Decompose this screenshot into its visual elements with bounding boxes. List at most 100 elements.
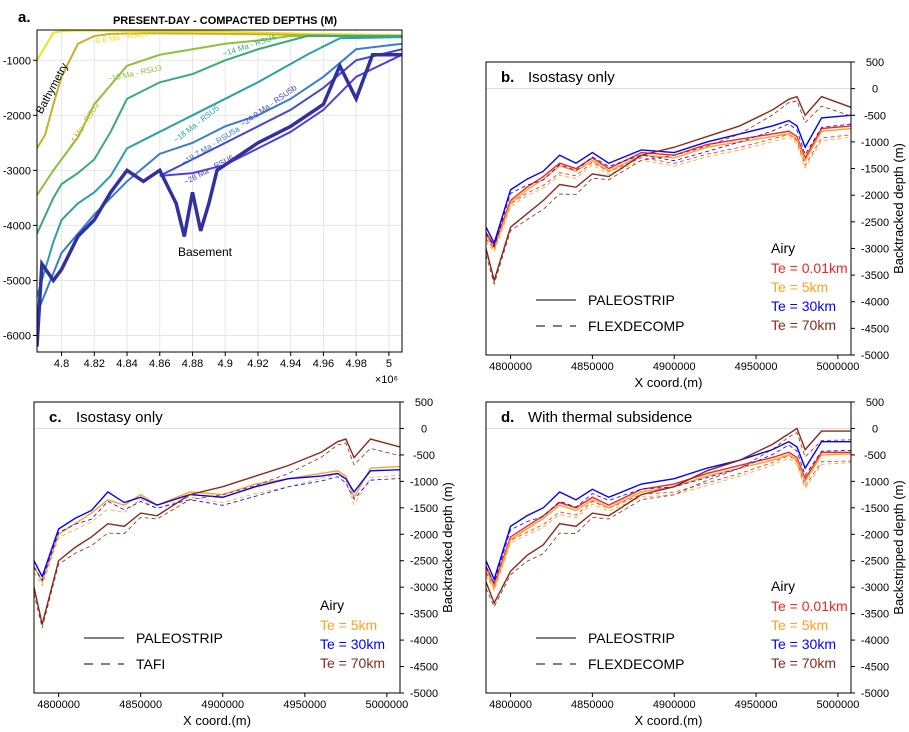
legend-entry: Te = 30km [320, 636, 385, 652]
legend-header: Airy [771, 578, 795, 594]
x-axis-label: X coord.(m) [635, 375, 703, 390]
legend-entry: Te = 5km [320, 617, 377, 633]
legend-method-label: PALEOSTRIP [136, 630, 223, 646]
panel-letter: d. [501, 409, 514, 426]
y-tick-label: -500 [413, 450, 435, 462]
legend-entry: Te = 0.01km [771, 598, 848, 614]
series-line-d-0 [486, 451, 851, 587]
y-tick-label: -3000 [861, 243, 889, 255]
y-tick-label: -6000 [3, 330, 31, 342]
y-tick-label: 0 [872, 423, 878, 435]
legend-entry: Te = 70km [771, 655, 836, 671]
x-tick-label: 4900000 [653, 361, 696, 373]
y-tick-label: -3000 [861, 582, 889, 594]
legend-method-label: PALEOSTRIP [588, 630, 675, 646]
y-tick-label: -2000 [861, 190, 889, 202]
series-dashed-d-2 [486, 444, 851, 584]
series-line-b-2 [486, 114, 851, 245]
series-line-d-1 [486, 453, 851, 590]
panel-a: 4.8 4.82 4.84 4.86 4.88 4.9 4.92 4.94 4.96 4.98 5 -… [3, 9, 403, 386]
y-tick-label: -1500 [410, 503, 438, 515]
legend-entry: Te = 5km [771, 617, 828, 633]
series-line-a-4 [37, 36, 402, 298]
x-tick-label: 4850000 [571, 361, 614, 373]
x-tick-label: 4.96 [313, 358, 334, 370]
plot-frame [33, 401, 401, 694]
legend-method-label: FLEXDECOMP [588, 656, 684, 672]
y-tick-label: -2500 [410, 556, 438, 568]
panel-title: Isostasy only [76, 409, 163, 426]
series-line-a-0 [37, 30, 402, 61]
x-tick-label: 5000000 [365, 699, 408, 711]
y-tick-label: -2000 [861, 529, 889, 541]
y-tick-label: -4000 [3, 220, 31, 232]
series-line-d-3 [486, 427, 851, 605]
y-tick-label: -4500 [861, 662, 889, 674]
y-tick-label: -3000 [3, 165, 31, 177]
y-tick-label: -4500 [861, 323, 889, 335]
series-dashed-d-1 [486, 457, 851, 592]
x-tick-label: 4800000 [489, 699, 532, 711]
x-tick-label: 4.92 [247, 358, 268, 370]
x-tick-label: 5 [386, 358, 392, 370]
x-tick-label: 4.9 [218, 358, 233, 370]
x-tick-label: 4950000 [283, 699, 326, 711]
panel-c: 4800000 4850000 4900000 4950000 5000000 500 0 -… [33, 397, 455, 728]
y-tick-label: 0 [872, 84, 878, 96]
y-tick-label: -5000 [861, 350, 889, 362]
x-tick-label: 4.98 [345, 358, 366, 370]
y-axis-label: Backtracked depth (m) [891, 143, 906, 274]
y-tick-label: -1000 [861, 137, 889, 149]
series-line-a-6 [159, 48, 402, 177]
series-line-a-3 [37, 35, 402, 235]
series-line-a-8 [37, 53, 402, 347]
x-axis-label: X coord.(m) [183, 713, 251, 728]
y-tick-label: 500 [866, 57, 884, 69]
x-tick-label: 5000000 [816, 699, 859, 711]
y-tick-label: 500 [415, 397, 433, 409]
legend-method-label: TAFI [136, 656, 165, 672]
panel-b: 4800000 4850000 4900000 4950000 5000000 500 0 -… [485, 57, 906, 390]
y-tick-label: -3000 [410, 582, 438, 594]
x-tick-label: 4800000 [37, 699, 80, 711]
y-tick-label: -4000 [861, 297, 889, 309]
y-tick-label: -2000 [3, 110, 31, 122]
legend-entry: Te = 5km [771, 279, 828, 295]
legend-method-label: PALEOSTRIP [588, 292, 675, 308]
y-tick-label: -500 [864, 110, 886, 122]
legend-header: Airy [771, 240, 795, 256]
y-tick-label: -2500 [861, 556, 889, 568]
x-tick-label: 4950000 [735, 699, 778, 711]
series-line-a-7 [159, 53, 402, 177]
y-tick-label: -4500 [410, 662, 438, 674]
series-line-c-2 [34, 438, 400, 625]
y-tick-label: -1500 [861, 164, 889, 176]
legend-entry: Te = 30km [771, 298, 836, 314]
series-dashed-d-3 [486, 432, 851, 608]
y-tick-label: -1000 [3, 55, 31, 67]
panel-letter: a. [18, 9, 31, 26]
horizon-label: ~10 Ma - RSU3 [106, 63, 163, 83]
x-tick-label: 4.94 [280, 358, 301, 370]
panel-letter: b. [501, 69, 514, 86]
x-tick-label: 4.82 [84, 358, 105, 370]
y-tick-label: -5000 [3, 275, 31, 287]
panel-title: PRESENT-DAY - COMPACTED DEPTHS (M) [113, 15, 337, 27]
y-tick-label: -4000 [410, 635, 438, 647]
series-dashed-b-2 [486, 123, 851, 248]
x-tick-label: 4850000 [119, 699, 162, 711]
y-tick-label: -5000 [410, 688, 438, 700]
x-tick-label: 4900000 [201, 699, 244, 711]
series-dashed-d-0 [486, 455, 851, 590]
series-dashed-c-0 [34, 473, 400, 587]
annotation-basement: Basement [178, 245, 233, 259]
x-tick-label: 4.8 [54, 358, 69, 370]
y-tick-label: -3500 [861, 609, 889, 621]
panel-d: 4800000 4850000 4900000 4950000 5000000 500 0 -… [485, 397, 906, 728]
series-dashed-c-1 [34, 476, 400, 582]
x-tick-label: 4.84 [116, 358, 137, 370]
y-tick-label: -5000 [861, 688, 889, 700]
y-tick-label: -500 [864, 450, 886, 462]
x-tick-label: 4.88 [182, 358, 203, 370]
legend-entry: Te = 30km [771, 636, 836, 652]
